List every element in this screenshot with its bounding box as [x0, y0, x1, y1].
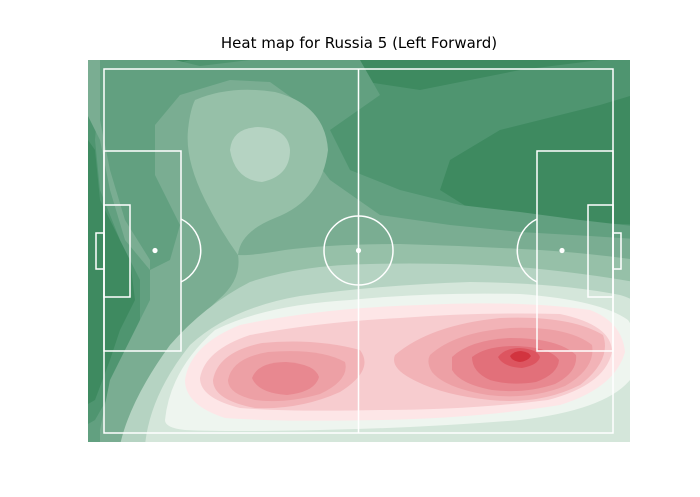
right-penalty-spot [559, 247, 565, 254]
contour-level-12 [252, 362, 319, 395]
left-penalty-spot [152, 247, 158, 254]
contour-level-15 [510, 351, 531, 362]
right-goal [612, 232, 622, 270]
left-goal [95, 232, 105, 270]
chart-title: Heat map for Russia 5 (Left Forward) [220, 34, 498, 52]
contour-level-5 [230, 127, 290, 182]
left-penalty-arc [180, 218, 202, 283]
centre-circle [323, 215, 394, 286]
pitch-spots [152, 247, 565, 254]
pitch-lines [95, 68, 622, 434]
right-penalty-arc [516, 218, 538, 283]
centre-spot [355, 247, 362, 254]
density-layer [88, 60, 630, 442]
